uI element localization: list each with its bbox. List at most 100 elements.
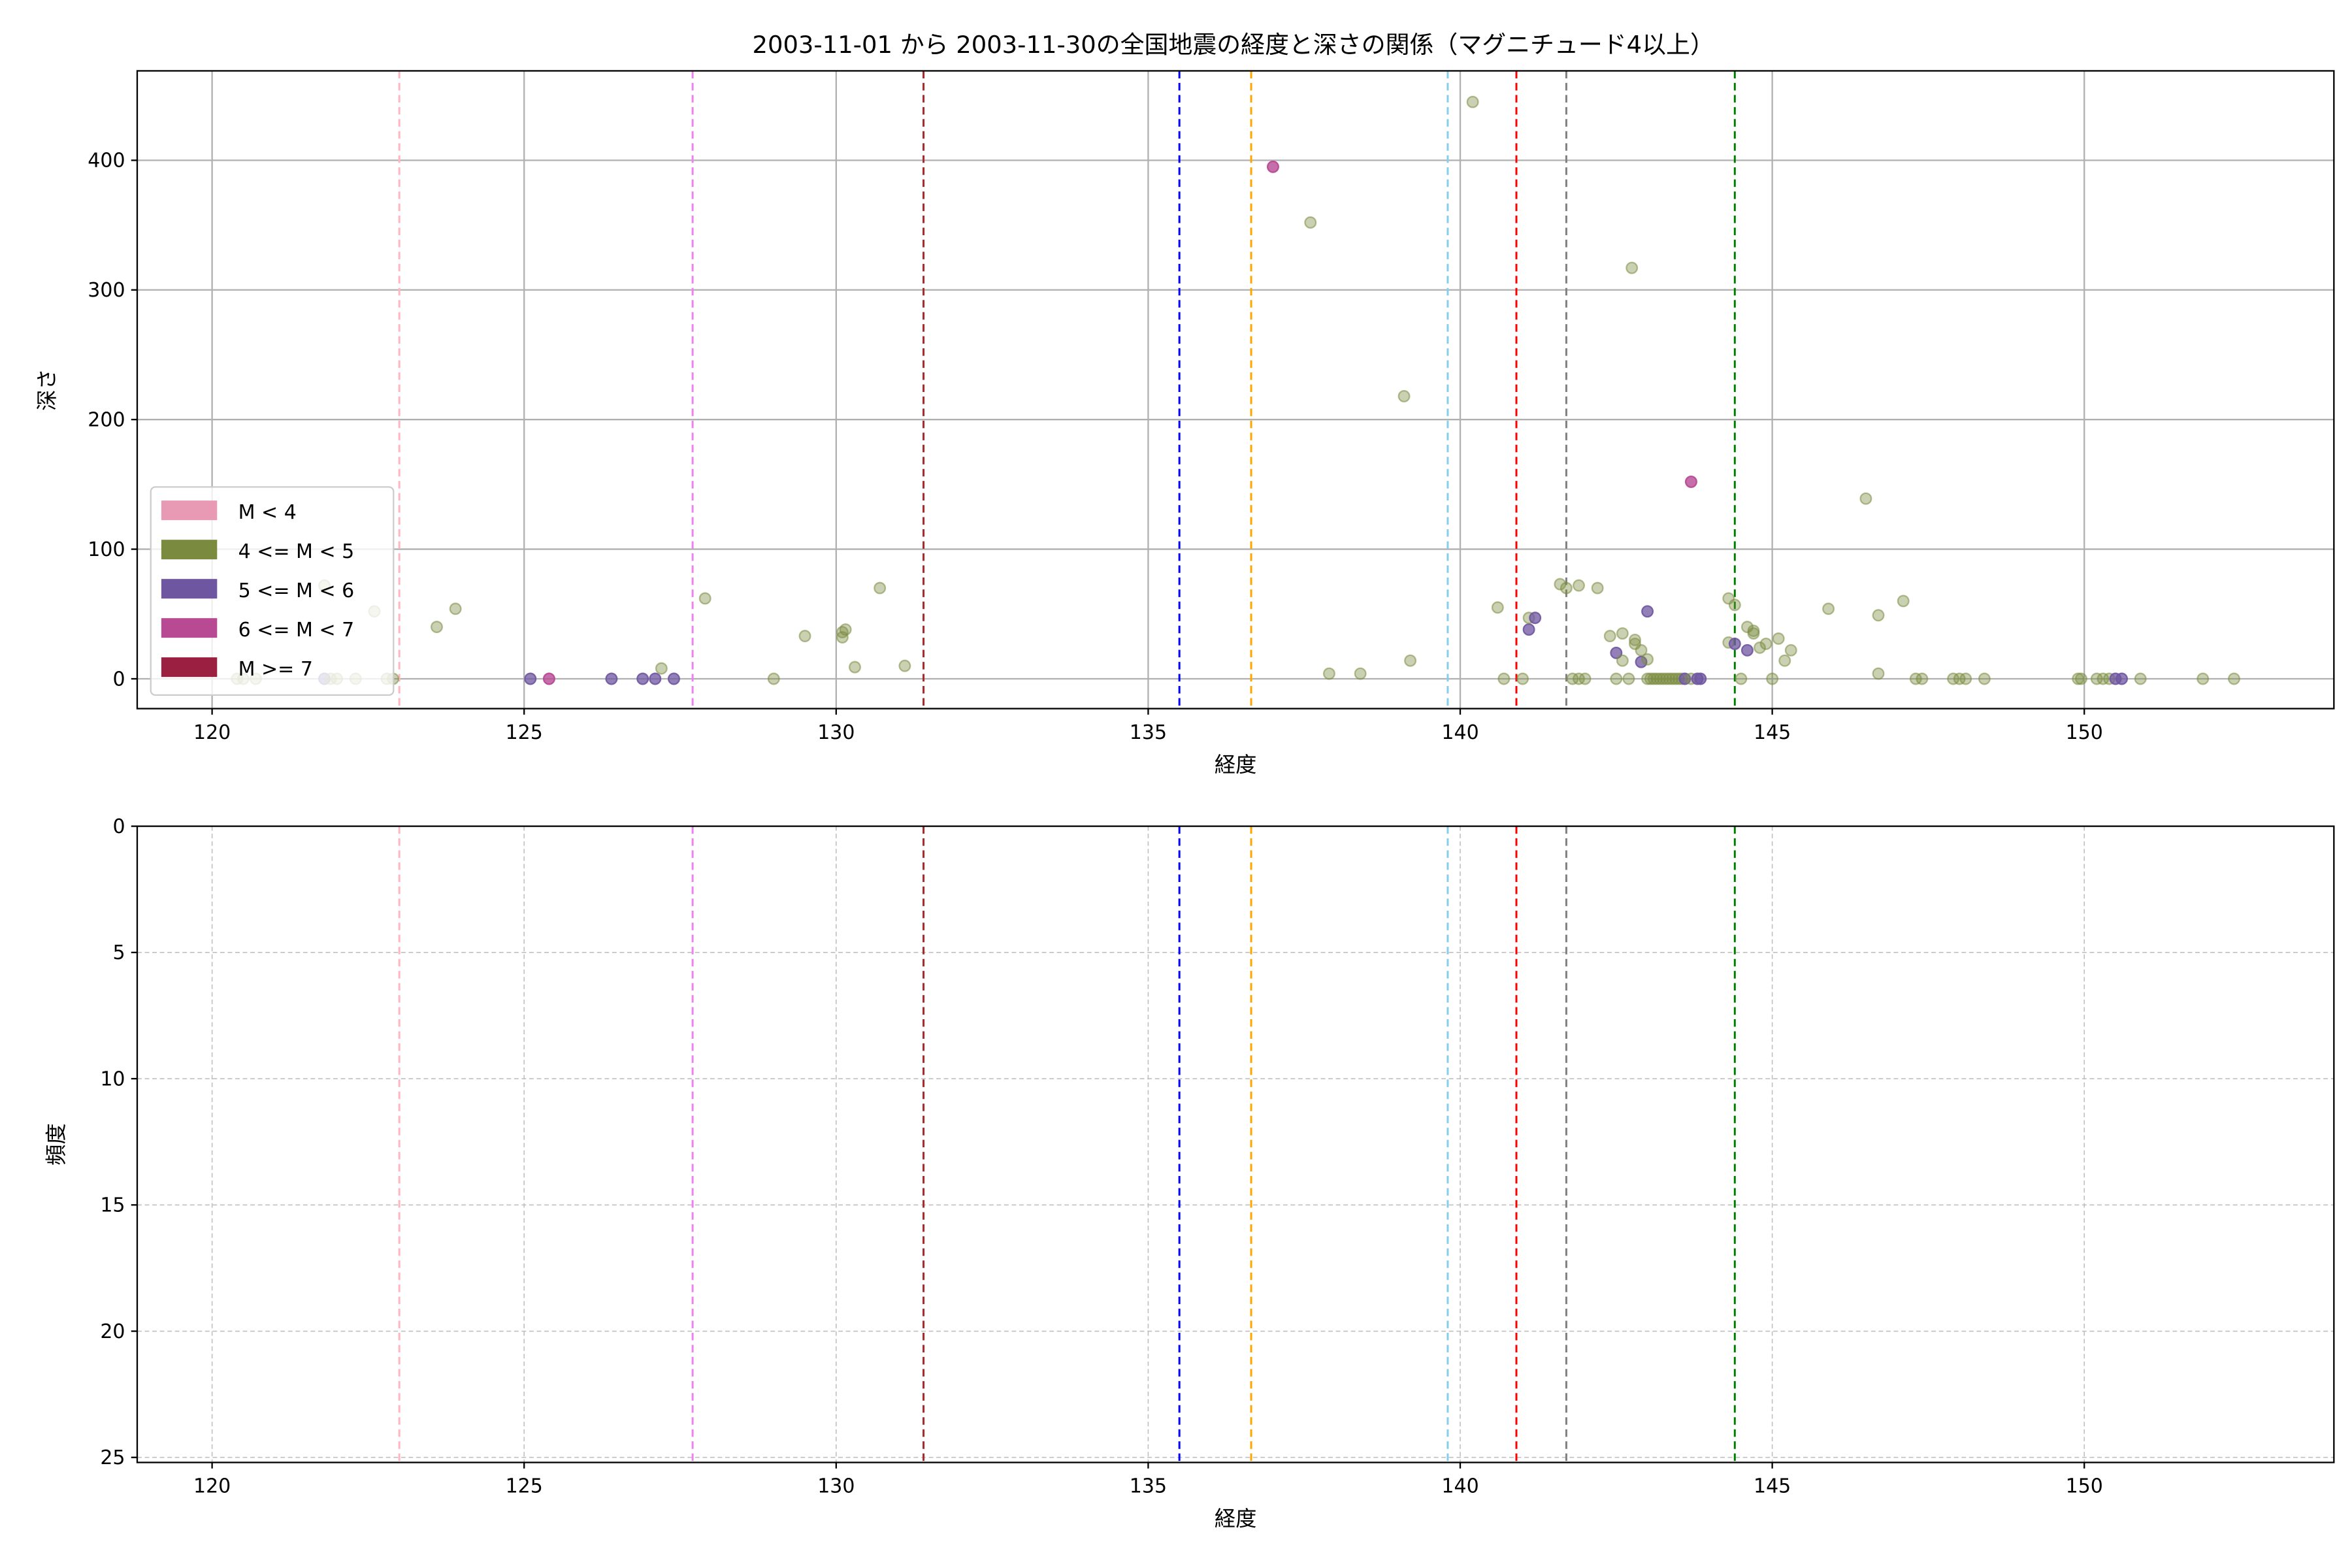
data-point bbox=[605, 672, 618, 685]
data-point bbox=[542, 672, 555, 685]
x-tick-label: 145 bbox=[1754, 1475, 1791, 1498]
data-point bbox=[1654, 672, 1667, 685]
data-point bbox=[767, 672, 780, 685]
x-tick-label: 130 bbox=[817, 1475, 855, 1498]
y-tick-label: 15 bbox=[100, 1194, 125, 1217]
x-axis-label: 経度 bbox=[1215, 753, 1257, 777]
data-point bbox=[655, 662, 668, 675]
chart-title: 2003-11-01 から 2003-11-30の全国地震の経度と深さの関係（マ… bbox=[752, 31, 1714, 59]
data-point bbox=[1747, 625, 1760, 638]
legend-swatch bbox=[161, 500, 218, 521]
y-tick-label: 5 bbox=[112, 941, 125, 964]
grid bbox=[137, 825, 2334, 1463]
data-point bbox=[1625, 261, 1639, 274]
data-point bbox=[1735, 672, 1748, 685]
data-point bbox=[1641, 672, 1654, 685]
data-point bbox=[1573, 672, 1585, 685]
data-point bbox=[1491, 601, 1504, 614]
data-point bbox=[1566, 672, 1579, 685]
y-axis-label: 深さ bbox=[35, 368, 59, 411]
data-point bbox=[2228, 672, 2240, 685]
data-point bbox=[1684, 475, 1697, 488]
data-point bbox=[1622, 672, 1635, 685]
data-point bbox=[1728, 637, 1741, 650]
x-tick-label: 135 bbox=[1130, 721, 1167, 744]
data-point bbox=[1578, 672, 1592, 685]
data-point bbox=[1657, 672, 1669, 685]
legend-label: 6 <= M < 7 bbox=[238, 619, 355, 642]
x-tick-label: 150 bbox=[2066, 721, 2103, 744]
data-point bbox=[1897, 595, 1910, 608]
data-point bbox=[1759, 637, 1772, 650]
legend-label: 4 <= M < 5 bbox=[238, 540, 355, 563]
legend-swatch bbox=[161, 579, 218, 599]
data-point bbox=[449, 602, 462, 615]
data-point bbox=[798, 630, 811, 642]
x-tick-label: 145 bbox=[1754, 721, 1791, 744]
y-tick-label: 400 bbox=[88, 150, 125, 172]
data-point bbox=[1267, 160, 1279, 173]
y-tick-label: 0 bbox=[112, 815, 125, 838]
data-point bbox=[1778, 654, 1791, 667]
data-point bbox=[1694, 672, 1707, 685]
scatter-plot: 120 125 130 135 140 145 150 0 100 200 300 400 経度 深さ M … bbox=[35, 70, 2335, 777]
legend-swatch bbox=[161, 540, 218, 560]
data-point bbox=[1591, 581, 1604, 595]
data-point bbox=[1616, 654, 1629, 667]
x-tick-label: 140 bbox=[1441, 721, 1478, 744]
data-point bbox=[1322, 667, 1335, 680]
x-tick-label: 120 bbox=[193, 721, 231, 744]
data-point bbox=[1641, 653, 1654, 666]
data-point bbox=[1644, 672, 1657, 685]
data-point bbox=[898, 659, 911, 672]
data-point bbox=[1740, 644, 1754, 657]
data-point bbox=[1560, 581, 1573, 595]
data-point bbox=[649, 672, 662, 685]
data-point bbox=[1516, 672, 1529, 685]
data-point bbox=[1728, 598, 1741, 612]
data-point bbox=[1754, 641, 1766, 654]
x-tick-label: 150 bbox=[2066, 1475, 2103, 1498]
x-axis-label: 経度 bbox=[1215, 1506, 1257, 1531]
data-point bbox=[2074, 672, 2087, 685]
data-point bbox=[1872, 609, 1885, 622]
data-point bbox=[1909, 672, 1922, 685]
data-point bbox=[849, 661, 861, 674]
data-point bbox=[1663, 672, 1676, 685]
grid bbox=[137, 71, 2334, 709]
data-point bbox=[2134, 672, 2147, 685]
data-point bbox=[874, 581, 887, 595]
y-tick-label: 300 bbox=[88, 279, 125, 302]
y-tick-label: 10 bbox=[100, 1068, 125, 1090]
data-point bbox=[1466, 95, 1479, 108]
data-point bbox=[2115, 672, 2129, 685]
x-tick-label: 140 bbox=[1441, 1475, 1478, 1498]
data-point bbox=[1635, 644, 1648, 657]
data-point bbox=[1784, 644, 1797, 657]
x-tick-label: 135 bbox=[1130, 1475, 1167, 1498]
legend-swatch bbox=[161, 657, 218, 678]
data-point bbox=[1397, 389, 1411, 402]
axes-frame bbox=[136, 70, 2335, 710]
data-point bbox=[1766, 672, 1779, 685]
data-point bbox=[1529, 612, 1542, 625]
data-point bbox=[636, 672, 649, 685]
data-point bbox=[1522, 623, 1535, 636]
data-point bbox=[1573, 579, 1585, 592]
data-point bbox=[2072, 672, 2085, 685]
y-tick-label: 0 bbox=[112, 668, 125, 691]
data-point bbox=[1354, 667, 1367, 680]
data-point bbox=[1635, 655, 1648, 668]
y-tick-label: 200 bbox=[88, 409, 125, 432]
y-tick-label: 100 bbox=[88, 538, 125, 561]
x-tick-label: 130 bbox=[817, 721, 855, 744]
histogram-plot: 120 125 130 135 140 145 150 0 5 10 15 20 25 経度 頻度 bbox=[44, 815, 2335, 1531]
data-point bbox=[698, 592, 711, 605]
data-point bbox=[1959, 672, 1972, 685]
data-point bbox=[1859, 492, 1872, 505]
x-tick-label: 125 bbox=[506, 721, 543, 744]
legend-swatch bbox=[161, 618, 218, 638]
data-point bbox=[839, 623, 852, 636]
legend-label: M >= 7 bbox=[238, 658, 313, 681]
